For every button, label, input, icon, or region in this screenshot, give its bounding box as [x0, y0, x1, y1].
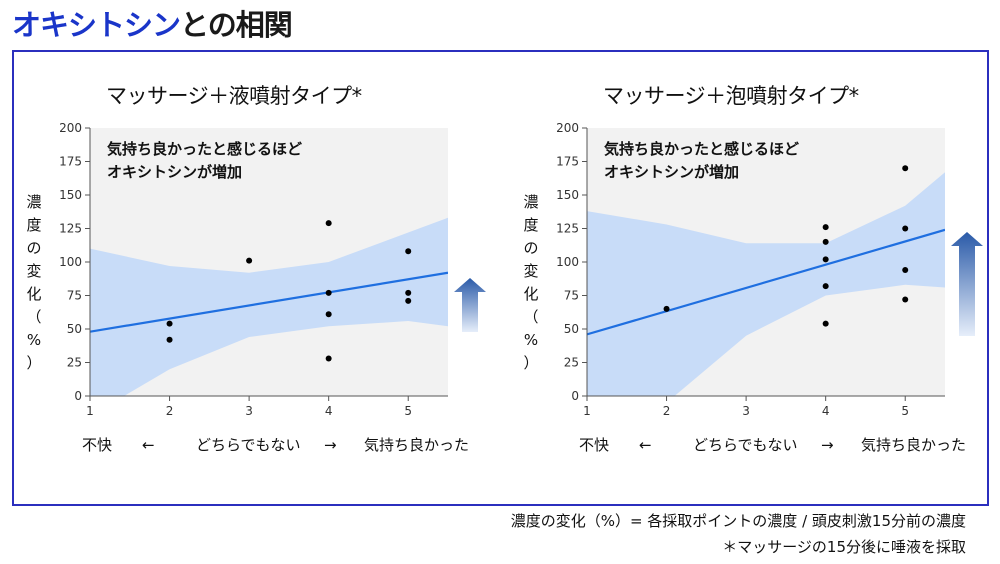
y-axis-label-char: の — [523, 239, 538, 257]
data-point — [325, 220, 332, 227]
y-axis-label-char: ） — [523, 354, 538, 372]
chart-annotation: オキシトシンが増加 — [107, 163, 242, 181]
y-tick-label: 100 — [59, 255, 82, 269]
y-tick-label: 0 — [74, 389, 82, 403]
x-label-right: 気持ち良かった — [861, 436, 966, 454]
scatter-chart-foam: 0 25 50 75 100 125 150 175 200 1 2 3 4 5 気持ち良かったと感じるほど… — [523, 121, 983, 454]
y-tick-label: 150 — [59, 188, 82, 202]
y-tick-label: 150 — [556, 188, 579, 202]
y-axis-label-char: 化 — [523, 285, 538, 303]
x-label-right: 気持ち良かった — [364, 436, 469, 454]
plot-content — [587, 172, 945, 396]
x-tick-label: 1 — [583, 404, 591, 418]
chart-title: マッサージ＋液噴射タイプ* — [106, 84, 362, 108]
y-axis-label-char: （ — [26, 308, 41, 326]
page-title-accent: オキシトシン — [12, 8, 181, 42]
data-point — [405, 248, 412, 255]
x-label-left-arrow: ← — [142, 436, 155, 454]
footnote-formula: 濃度の変化（%）= 各採取ポイントの濃度 / 頭皮刺激15分前の濃度 — [510, 512, 966, 530]
x-label-right-arrow: → — [821, 436, 834, 454]
y-axis-label-char: 度 — [26, 216, 41, 234]
data-point — [822, 238, 829, 245]
data-point — [822, 283, 829, 290]
charts-frame: マッサージ＋液噴射タイプ* 0 25 50 75 100 125 150 175 200 1 2 3 4… — [12, 50, 989, 506]
x-tick-label: 3 — [245, 404, 253, 418]
x-tick-label: 4 — [822, 404, 830, 418]
data-point — [663, 305, 670, 312]
y-tick-label: 0 — [571, 389, 579, 403]
data-point — [166, 320, 173, 327]
y-tick-label: 175 — [59, 155, 82, 169]
chart-panel-liquid: マッサージ＋液噴射タイプ* 0 25 50 75 100 125 150 175 200 1 2 3 4… — [14, 52, 494, 508]
x-label-left-arrow: ← — [639, 436, 652, 454]
footnote-sampling: ＊マッサージの15分後に唾液を採取 — [722, 538, 966, 556]
chart-annotation: オキシトシンが増加 — [604, 163, 739, 181]
confidence-band — [90, 217, 448, 396]
x-label-left: 不快 — [82, 436, 112, 454]
data-point — [902, 225, 909, 232]
y-axis-label-char: の — [26, 239, 41, 257]
y-tick-label: 75 — [564, 289, 579, 303]
y-axis-label-char: 変 — [523, 262, 538, 280]
y-axis-label-char: 濃 — [26, 193, 41, 211]
increase-arrow-icon — [454, 278, 486, 332]
increase-arrow-icon — [951, 232, 983, 336]
y-axis-label-char: 化 — [26, 285, 41, 303]
x-tick-label: 2 — [663, 404, 671, 418]
chart-panel-foam: マッサージ＋泡噴射タイプ* 0 25 50 75 100 125 150 175 200 1 2 3 4… — [511, 52, 991, 508]
y-axis-label-char: 濃 — [523, 193, 538, 211]
x-label-right-arrow: → — [324, 436, 337, 454]
y-tick-label: 125 — [59, 222, 82, 236]
data-point — [902, 296, 909, 303]
confidence-band — [587, 172, 945, 396]
plot-content — [90, 217, 448, 396]
y-tick-label: 50 — [564, 322, 579, 336]
x-tick-label: 4 — [325, 404, 333, 418]
x-tick-label: 1 — [86, 404, 94, 418]
y-axis-label-char: （ — [523, 308, 538, 326]
page-title: オキシトシンとの相関 — [12, 2, 293, 44]
data-point — [166, 336, 173, 343]
data-point — [822, 256, 829, 263]
y-tick-label: 75 — [67, 289, 82, 303]
y-tick-label: 200 — [556, 121, 579, 135]
data-point — [246, 257, 253, 264]
data-point — [325, 311, 332, 318]
trend-line — [587, 228, 945, 336]
data-point — [405, 297, 412, 304]
y-axis-label-char: % — [524, 331, 538, 349]
chart-title: マッサージ＋泡噴射タイプ* — [603, 84, 859, 108]
trend-line — [90, 271, 448, 333]
x-tick-label: 3 — [742, 404, 750, 418]
y-tick-label: 125 — [556, 222, 579, 236]
y-tick-label: 100 — [556, 255, 579, 269]
x-label-middle: どちらでもない — [196, 436, 301, 454]
data-point — [405, 289, 412, 296]
y-axis-label-char: ） — [26, 354, 41, 372]
data-point — [822, 224, 829, 231]
data-point — [325, 289, 332, 296]
data-point — [902, 267, 909, 274]
chart-annotation: 気持ち良かったと感じるほど — [604, 140, 799, 158]
data-point — [822, 320, 829, 327]
x-label-middle: どちらでもない — [693, 436, 798, 454]
y-tick-label: 50 — [67, 322, 82, 336]
scatter-chart-liquid: 0 25 50 75 100 125 150 175 200 1 2 3 4 5 気持ち良かったと感じるほど… — [26, 121, 486, 454]
y-axis-label-char: % — [27, 331, 41, 349]
x-tick-label: 5 — [404, 404, 412, 418]
x-label-left: 不快 — [579, 436, 609, 454]
y-tick-label: 25 — [67, 356, 82, 370]
y-axis-label-char: 変 — [26, 262, 41, 280]
y-tick-label: 175 — [556, 155, 579, 169]
x-tick-label: 5 — [901, 404, 909, 418]
chart-annotation: 気持ち良かったと感じるほど — [107, 140, 302, 158]
y-tick-label: 25 — [564, 356, 579, 370]
x-tick-label: 2 — [166, 404, 174, 418]
data-point — [902, 165, 909, 172]
data-point — [325, 355, 332, 362]
y-axis-label-char: 度 — [523, 216, 538, 234]
page-title-rest: との相関 — [180, 8, 293, 42]
y-tick-label: 200 — [59, 121, 82, 135]
